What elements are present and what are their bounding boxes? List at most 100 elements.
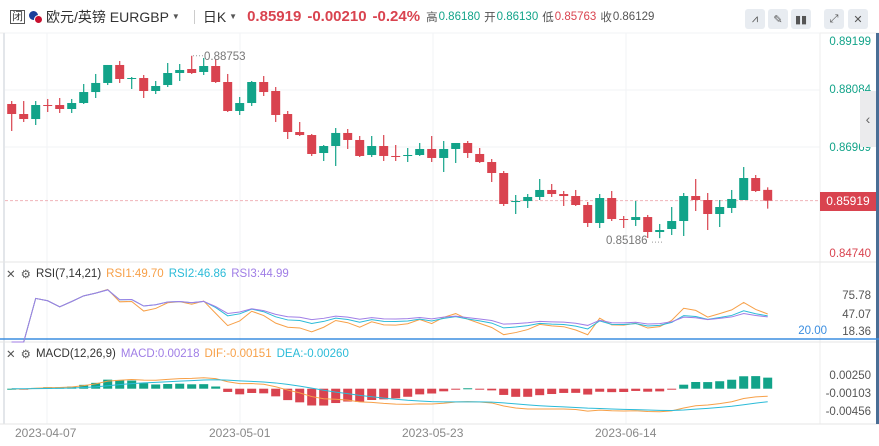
candle-down <box>379 146 389 156</box>
macd-bar <box>715 381 725 389</box>
rsi2-value: RSI2:46.86 <box>168 268 227 280</box>
macd-bar <box>463 388 473 390</box>
macd-bar <box>655 388 665 392</box>
candle-down <box>307 135 317 154</box>
macd-legend: ✕ ⚙ MACD(12,26,9) MACD:0.00218 DIF:-0.00… <box>6 347 349 361</box>
current-price-label: 0.85919 <box>820 192 876 211</box>
close-indicator-icon[interactable]: ✕ <box>6 269 16 281</box>
candle-up <box>331 132 341 147</box>
symbol-selector[interactable]: 欧元/英镑 EURGBP <box>46 8 169 25</box>
close-value: 0.86129 <box>612 10 655 23</box>
chevron-down-icon[interactable]: ▼ <box>229 12 238 21</box>
high-value: 0.86180 <box>438 10 481 23</box>
candle-down <box>223 82 233 111</box>
macd-bar <box>499 388 509 395</box>
candle-up <box>535 189 545 197</box>
low-value: 0.85763 <box>554 10 597 23</box>
macd-bar <box>211 386 221 389</box>
macd-bar <box>415 388 425 395</box>
candle-down <box>355 139 365 156</box>
macd-bar <box>187 384 197 389</box>
macd-bar <box>511 388 521 397</box>
rsi2-line <box>11 289 768 343</box>
draw-icon[interactable]: ✎ <box>768 9 788 29</box>
candle-down <box>751 178 761 192</box>
candle-down <box>583 205 593 224</box>
candle-up <box>403 155 413 157</box>
macd-bar <box>103 379 113 389</box>
close-icon[interactable]: ✕ <box>848 9 868 29</box>
settings-icon[interactable]: ⚙ <box>20 349 31 361</box>
open-label: 开 <box>484 11 496 24</box>
macd-bar <box>391 388 401 399</box>
candle-down <box>19 114 29 120</box>
period-selector[interactable]: 日K <box>202 8 227 25</box>
candle-up <box>739 178 749 200</box>
expand-icon[interactable]: ⤢ <box>824 9 844 29</box>
macd-bar <box>487 388 497 391</box>
candle-up <box>67 103 77 109</box>
macd-bar <box>547 388 557 395</box>
macd-bar <box>283 388 293 401</box>
macd-bar <box>127 380 137 389</box>
macd-bar <box>91 382 101 389</box>
candle-up <box>247 82 257 104</box>
candle-type-icon[interactable]: ▮▮ <box>791 9 811 29</box>
candle-down <box>487 162 497 174</box>
rsi3-line <box>11 289 768 343</box>
candle-up <box>451 142 461 149</box>
candle-up <box>367 146 377 156</box>
candle-up <box>523 196 533 202</box>
rsi-title: RSI(7,14,21) <box>35 268 102 280</box>
indicator-icon[interactable]: ⩘ <box>745 9 765 29</box>
macd-bar <box>439 388 449 392</box>
macd-bar <box>259 388 269 394</box>
rsi-line-label: 20.00 <box>798 325 827 337</box>
close-indicator-icon[interactable]: ✕ <box>6 349 16 361</box>
price-tick: 0.89199 <box>829 36 871 48</box>
rsi1-value: RSI1:49.70 <box>106 268 164 280</box>
macd-title: MACD(12,26,9) <box>35 348 116 360</box>
macd-bar <box>595 388 605 392</box>
macd-value: MACD:0.00218 <box>120 348 200 360</box>
candle-down <box>343 132 353 140</box>
macd-bar <box>163 384 173 389</box>
candle-down <box>139 78 149 92</box>
candle-down <box>115 64 125 79</box>
candle-up <box>511 201 521 203</box>
divider <box>193 9 195 24</box>
date-label: 2023-05-01 <box>209 426 271 440</box>
max-price-label: 0.88753 <box>204 51 246 63</box>
settings-icon[interactable]: ⚙ <box>20 269 31 281</box>
macd-bar <box>175 383 185 389</box>
macd-bar <box>763 377 773 389</box>
macd-bar <box>451 388 461 390</box>
macd-bar <box>583 388 593 395</box>
candle-down <box>271 91 281 115</box>
candle-up <box>727 198 737 208</box>
candle-down <box>283 114 293 133</box>
macd-bar <box>247 388 257 393</box>
candle-down <box>391 155 401 158</box>
macd-bar <box>427 388 437 394</box>
macd-bar <box>403 388 413 397</box>
chevron-down-icon[interactable]: ▼ <box>171 12 180 21</box>
candle-down <box>475 153 485 163</box>
low-label: 低 <box>542 11 554 24</box>
side-panel-toggle[interactable]: ‹ <box>860 91 876 147</box>
candle-down <box>211 66 221 83</box>
candle-down <box>463 142 473 154</box>
macd-bar <box>331 388 341 404</box>
candle-down <box>691 196 701 200</box>
candle-down <box>7 103 17 115</box>
price-change-pct: -0.24% <box>372 8 421 25</box>
candle-up <box>655 230 665 233</box>
open-value: 0.86130 <box>496 10 539 23</box>
candle-down <box>55 105 65 109</box>
macd-bar <box>223 388 233 392</box>
candle-down <box>703 200 713 215</box>
date-label: 2023-04-07 <box>15 426 77 440</box>
price-tick: 0.84740 <box>829 248 871 260</box>
date-label: 2023-05-23 <box>402 426 464 440</box>
